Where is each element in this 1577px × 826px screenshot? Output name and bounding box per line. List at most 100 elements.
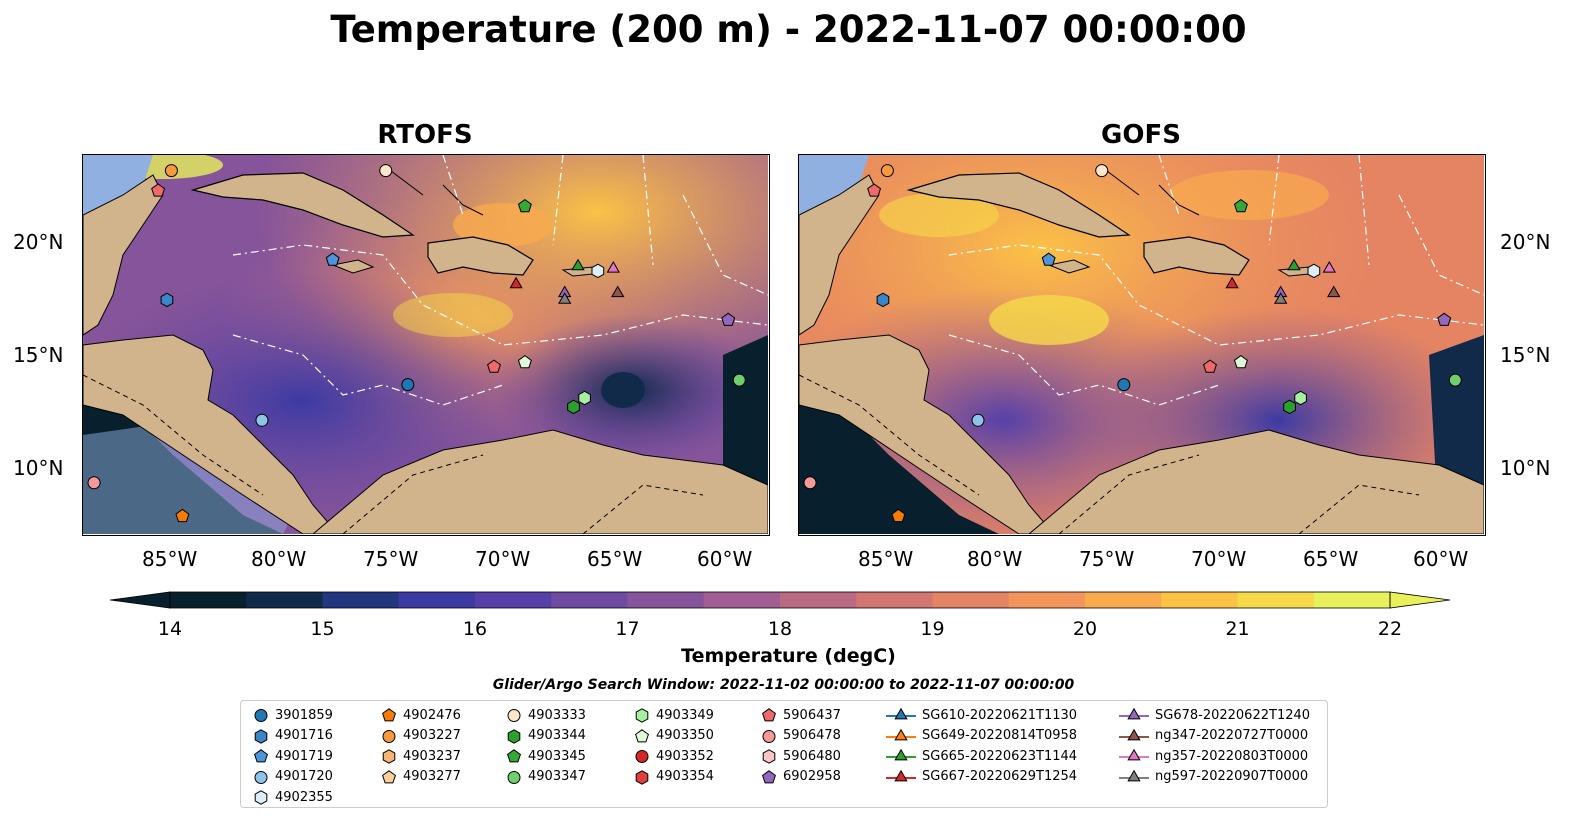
warm-patch — [1169, 170, 1329, 220]
legend-marker-icon — [762, 749, 776, 765]
legend-marker-icon — [507, 749, 521, 763]
legend-item: 4902355 — [253, 787, 333, 808]
legend-marker-icon — [635, 769, 649, 785]
lat-tick-label: 20°N — [13, 230, 64, 254]
legend-label: 4903277 — [403, 769, 461, 785]
land-hispaniola — [427, 236, 534, 276]
legend-item: 4903227 — [381, 726, 461, 747]
colorbar-tick-label: 16 — [462, 618, 488, 640]
legend-item: 4903277 — [381, 767, 461, 788]
legend-label: 5906437 — [783, 707, 841, 723]
legend-item: 3901859 — [253, 705, 333, 726]
legend-marker-icon — [635, 708, 649, 724]
lon-tick-label: 75°W — [363, 547, 419, 571]
legend-label: ng597-20220907T0000 — [1155, 769, 1309, 785]
warm-patch — [393, 293, 513, 337]
legend-marker-icon — [1119, 728, 1149, 741]
legend-label: 5906478 — [783, 728, 841, 744]
land-central-america — [83, 334, 339, 534]
rtofs-map-svg — [83, 155, 768, 534]
legend-marker-icon — [635, 750, 649, 764]
colorbar-segment — [475, 592, 552, 608]
legend-label: 4901720 — [275, 769, 333, 785]
legend-marker-icon — [507, 770, 521, 784]
legend-marker-icon — [886, 728, 916, 741]
legend-item: 4902476 — [381, 705, 461, 726]
legend-label: 4901719 — [275, 748, 333, 764]
legend-item: 4901720 — [253, 767, 333, 788]
legend-label: SG665-20220623T1144 — [922, 748, 1078, 764]
platform-marker-4903333 — [379, 164, 393, 178]
legend-label: 4903350 — [656, 728, 714, 744]
legend-item: 4903354 — [634, 767, 714, 788]
platform-marker-4903345 — [517, 198, 532, 213]
platform-marker-3901859 — [401, 378, 415, 392]
colorbar-segment — [703, 592, 781, 608]
lon-tick-label: 65°W — [1303, 547, 1359, 571]
panel-title-gofs: GOFS — [1101, 120, 1181, 150]
legend-label: 4902476 — [403, 707, 461, 723]
platform-marker-4901720 — [971, 413, 985, 427]
legend-marker-icon — [1119, 769, 1149, 782]
lon-tick-label: 75°W — [1079, 547, 1135, 571]
map-panel-rtofs[interactable] — [82, 154, 770, 536]
legend-label: 4903333 — [528, 707, 586, 723]
platform-marker-4903349 — [578, 390, 591, 406]
warm-patch — [453, 203, 553, 247]
land-jamaica — [331, 259, 375, 274]
legend-label: 3901859 — [275, 707, 333, 723]
lat-tick-label: 10°N — [13, 456, 64, 480]
platform-marker-6902958 — [1437, 312, 1452, 326]
legend-label: ng347-20220727T0000 — [1155, 728, 1309, 744]
legend-label: 4903237 — [403, 748, 461, 764]
land-central-america — [799, 334, 1055, 534]
platform-marker-SG665-20220623T1144 — [571, 258, 585, 271]
legend-column: SG678-20220622T1240 ng347-20220727T0000 ng… — [1119, 705, 1310, 787]
legend-item: SG665-20220623T1144 — [886, 746, 1077, 767]
legend-label: 4901716 — [275, 728, 333, 744]
colorbar-segment — [780, 592, 857, 608]
legend-item: 4903237 — [381, 746, 461, 767]
lon-tick-label: 65°W — [587, 547, 643, 571]
platform-marker-SG667-20220629T1254 — [1225, 276, 1239, 289]
platform-marker-4903347 — [732, 373, 746, 387]
platform-marker-4901719 — [325, 252, 340, 266]
colorbar-tick-label: 21 — [1225, 618, 1250, 640]
legend-column: 4903349 4903350 4903352 4903354 — [634, 705, 714, 787]
platform-markers — [87, 164, 746, 523]
colorbar-tick-label: 19 — [920, 618, 945, 640]
colorbar-segment — [170, 592, 247, 608]
eez-boundary — [1158, 155, 1484, 296]
platform-marker-4903344 — [1283, 399, 1296, 415]
legend-label: 4902355 — [275, 789, 333, 805]
land-hispaniola — [1143, 236, 1250, 276]
platform-marker-5906478 — [803, 476, 817, 490]
land-south-america — [1028, 429, 1484, 534]
legend-marker-icon — [254, 770, 268, 784]
legend-item: 5906437 — [761, 705, 841, 726]
eez-boundary — [948, 334, 1220, 406]
colorbar-segment — [932, 592, 1010, 608]
legend-marker-icon — [382, 749, 396, 765]
platform-marker-4903349 — [1294, 390, 1307, 406]
legend-label: SG610-20220621T1130 — [922, 707, 1078, 723]
map-panel-gofs[interactable] — [798, 154, 1486, 536]
colorbar-segment — [1161, 592, 1238, 608]
colorbar-segment — [1008, 592, 1086, 608]
legend-column: 3901859 4901716 4901719 4901720 4902355 — [253, 705, 333, 808]
legend-label: 4903349 — [656, 707, 714, 723]
colorbar-min-arrow — [110, 591, 171, 609]
lon-tick-label: 70°W — [1191, 547, 1247, 571]
legend-item: SG667-20220629T1254 — [886, 767, 1077, 788]
legend-item: SG649-20220814T0958 — [886, 726, 1077, 747]
legend-label: 4903345 — [528, 748, 586, 764]
legend-item: 4903350 — [634, 726, 714, 747]
legend-label: SG678-20220622T1240 — [1155, 707, 1311, 723]
pacific-dark — [799, 395, 999, 534]
platform-marker-5906478 — [87, 476, 101, 490]
platform-marker-5906437 — [867, 183, 882, 197]
legend-label: SG649-20220814T0958 — [922, 728, 1078, 744]
platform-marker-SG667-20220629T1254 — [509, 276, 523, 289]
platform-marker-5906437 — [151, 183, 166, 197]
lon-tick-label: 60°W — [697, 547, 753, 571]
